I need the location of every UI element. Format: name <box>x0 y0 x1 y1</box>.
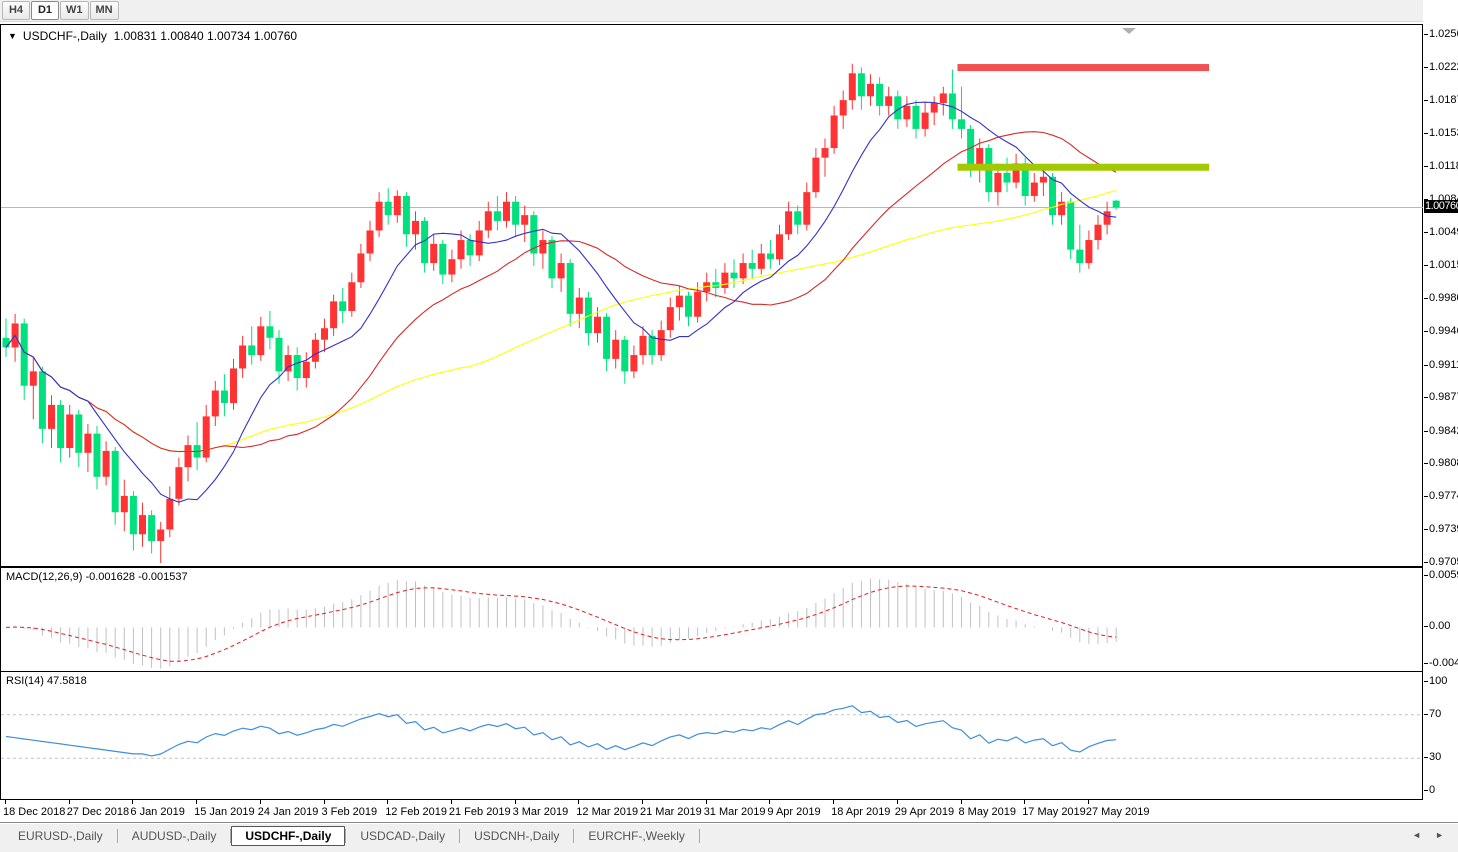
price-axis-label: 0.97050 <box>1424 556 1458 568</box>
price-axis[interactable]: 1.025601.022201.018701.015301.011801.008… <box>1423 0 1458 800</box>
date-axis-label: 21 Mar 2019 <box>640 806 702 818</box>
tab-separator <box>116 829 118 843</box>
date-tick-mark <box>1087 800 1089 804</box>
price-axis-label: 1.01530 <box>1424 127 1458 139</box>
price-axis-label: 0.99110 <box>1424 359 1458 371</box>
date-tick-mark <box>196 800 198 804</box>
tab-usdcad-daily[interactable]: USDCAD-,Daily <box>360 829 446 843</box>
timeframe-button-mn[interactable]: MN <box>89 1 119 20</box>
date-axis-label: 15 Jan 2019 <box>194 806 255 818</box>
date-axis-label: 12 Mar 2019 <box>576 806 639 818</box>
macd-axis-label: 0.00597 <box>1424 569 1458 581</box>
price-axis-label: 0.97390 <box>1424 523 1458 535</box>
rsi-label: RSI(14) 47.5818 <box>6 675 87 687</box>
price-axis-label: 1.02560 <box>1424 28 1458 40</box>
tab-separator <box>573 829 575 843</box>
date-axis-label: 27 May 2019 <box>1085 806 1150 818</box>
chart-quote-ohlc: 1.00831 1.00840 1.00734 1.00760 <box>113 29 298 43</box>
tab-separator <box>345 829 347 843</box>
date-axis-label: 8 May 2019 <box>958 806 1016 818</box>
price-axis-label: 1.00150 <box>1424 259 1458 271</box>
date-axis-label: 18 Dec 2018 <box>3 806 66 818</box>
date-tick-mark <box>833 800 835 804</box>
rsi-axis-label: 100 <box>1423 675 1448 687</box>
chart-title: ▼ USDCHF-,Daily 1.00831 1.00840 1.00734 1… <box>8 29 297 43</box>
chart-symbol-label: USDCHF-,Daily <box>22 29 107 43</box>
candlestick-chart[interactable] <box>1 25 1424 568</box>
price-axis-label: 0.98770 <box>1424 391 1458 403</box>
date-tick-mark <box>387 800 389 804</box>
date-tick-mark <box>450 800 452 804</box>
date-tick-mark <box>1024 800 1026 804</box>
macd-axis-label: -0.00424 <box>1423 657 1458 669</box>
date-tick-mark <box>578 800 580 804</box>
tab-scroll-left-icon[interactable]: ◄ <box>1412 830 1422 840</box>
chart-tab-bar: EURUSD-,Daily AUDUSD-,Daily USDCHF-,Daily U… <box>0 824 1458 852</box>
date-axis[interactable]: 18 Dec 2018 27 Dec 2018 6 Jan 2019 15 Jan 2… <box>0 800 1458 823</box>
tab-eurusd-daily[interactable]: EURUSD-,Daily <box>18 829 103 843</box>
date-tick-mark <box>769 800 771 804</box>
tab-separator <box>459 829 461 843</box>
rsi-axis-label: 30 <box>1423 751 1442 764</box>
date-tick-mark <box>5 800 6 804</box>
date-axis-label: 12 Feb 2019 <box>385 806 447 818</box>
tab-eurchf-weekly[interactable]: EURCHF-,Weekly <box>588 829 685 843</box>
tab-usdchf-daily[interactable]: USDCHF-,Daily <box>231 826 346 846</box>
macd-axis-label: 0.00 <box>1423 620 1451 633</box>
date-tick-mark <box>259 800 261 804</box>
date-axis-label: 18 Apr 2019 <box>831 806 891 818</box>
macd-chart[interactable] <box>1 568 1422 673</box>
price-axis-label: 0.99800 <box>1424 292 1458 304</box>
date-tick-mark <box>68 800 70 804</box>
price-axis-label: 1.00490 <box>1424 226 1458 238</box>
horizontal-ray-resistance <box>957 64 1209 72</box>
timeframe-button-d1[interactable]: D1 <box>31 1 59 20</box>
date-tick-mark <box>323 800 325 804</box>
date-axis-label: 29 Apr 2019 <box>894 806 955 818</box>
chart-shift-marker-icon <box>1122 28 1136 34</box>
date-tick-mark <box>642 800 643 804</box>
date-axis-label: 3 Feb 2019 <box>321 806 378 818</box>
date-axis-label: 24 Jan 2019 <box>257 806 319 818</box>
date-tick-mark <box>960 800 962 804</box>
price-axis-label: 0.97740 <box>1424 490 1458 502</box>
price-axis-label: 0.98420 <box>1424 425 1458 437</box>
price-axis-label: 1.02220 <box>1424 61 1458 73</box>
tab-usdcnh-daily[interactable]: USDCNH-,Daily <box>474 829 560 843</box>
chart-collapse-icon[interactable]: ▼ <box>8 31 17 41</box>
price-axis-label: 0.98080 <box>1424 457 1458 469</box>
date-tick-mark <box>705 800 707 804</box>
main-chart-panel[interactable]: ▼ USDCHF-,Daily 1.00831 1.00840 1.00734 1… <box>0 24 1424 568</box>
tab-separator <box>230 829 232 843</box>
date-axis-label: 17 May 2019 <box>1022 806 1086 818</box>
date-axis-label: 21 Feb 2019 <box>448 806 511 818</box>
date-tick-mark <box>514 800 516 804</box>
date-tick-mark <box>132 800 134 804</box>
date-axis-label: 27 Dec 2018 <box>66 806 130 818</box>
timeframe-button-h4[interactable]: H4 <box>2 1 30 20</box>
date-tick-mark <box>896 800 898 804</box>
tab-separator <box>698 829 700 843</box>
tab-audusd-daily[interactable]: AUDUSD-,Daily <box>131 829 217 843</box>
date-axis-label: 3 Mar 2019 <box>512 806 569 818</box>
price-axis-label: 1.01870 <box>1424 94 1458 106</box>
timeframe-toolbar: H4 D1 W1 MN <box>0 0 1458 22</box>
price-axis-label: 1.01180 <box>1424 160 1458 172</box>
date-axis-label: 31 Mar 2019 <box>703 806 766 818</box>
timeframe-button-w1[interactable]: W1 <box>60 1 89 20</box>
macd-label: MACD(12,26,9) -0.001628 -0.001537 <box>6 571 188 583</box>
rsi-axis-label: 70 <box>1423 707 1442 720</box>
tab-scroll-right-icon[interactable]: ► <box>1435 830 1444 840</box>
current-price-tag: 1.00760 <box>1424 200 1458 214</box>
rsi-panel[interactable]: RSI(14) 47.5818 <box>0 671 1424 801</box>
rsi-chart[interactable] <box>1 672 1424 801</box>
date-axis-label: 9 Apr 2019 <box>767 806 821 818</box>
price-axis-label: 0.99460 <box>1424 325 1458 337</box>
horizontal-ray-support <box>957 163 1209 171</box>
date-axis-label: 6 Jan 2019 <box>130 806 185 818</box>
macd-panel[interactable]: MACD(12,26,9) -0.001628 -0.001537 <box>0 567 1423 672</box>
rsi-axis-label: 0 <box>1423 784 1436 796</box>
